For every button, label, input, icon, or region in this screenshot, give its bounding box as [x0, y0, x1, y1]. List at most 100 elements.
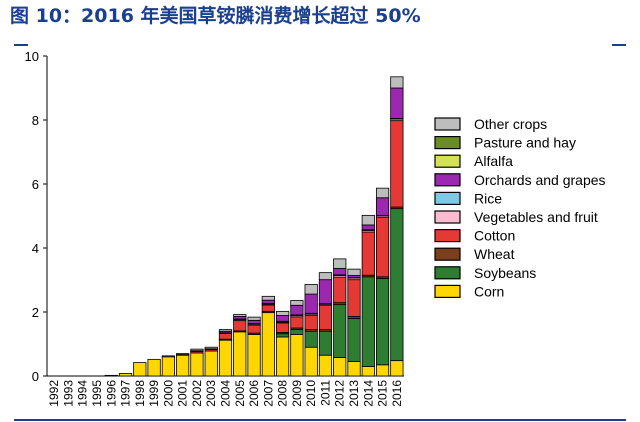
x-tick-label: 2010: [304, 380, 318, 407]
x-tick-label: 2016: [390, 380, 404, 407]
bar-segment: [190, 352, 204, 377]
legend-label: Pasture and hay: [474, 135, 576, 151]
bar-segment: [375, 187, 390, 199]
legend-swatch: [434, 191, 461, 205]
bar-segment: [318, 279, 333, 305]
bar-segment: [390, 76, 404, 89]
bar-segment: [304, 284, 318, 295]
y-tick-label: 4: [32, 241, 39, 256]
bar-segment: [375, 217, 390, 278]
bar-segment: [318, 330, 333, 356]
legend-label: Orchards and grapes: [474, 172, 606, 188]
x-tick-label: 2012: [333, 380, 347, 407]
bar-segment: [361, 224, 375, 231]
x-tick-label: 2004: [219, 380, 233, 407]
bar-segment: [390, 87, 404, 119]
bar-segment: [318, 354, 333, 377]
x-tick-label: 2001: [176, 380, 190, 407]
bar-segment: [375, 197, 390, 216]
bar-segment: [333, 304, 347, 358]
legend-swatch: [434, 136, 461, 150]
bar-segment: [347, 361, 361, 377]
bar-segment: [375, 277, 390, 366]
legend-swatch: [434, 247, 461, 261]
bar-segment: [247, 333, 261, 377]
legend-swatch: [434, 266, 461, 280]
bar-segment: [361, 276, 375, 367]
bar-segment: [218, 329, 233, 332]
x-tick-label: 2007: [261, 380, 275, 407]
legend: Other crops Pasture and hay Alfalfa Orchard…: [434, 116, 606, 299]
bar-segment: [276, 322, 290, 333]
y-axis-ticks: 0 2 4 6 8 10: [25, 49, 47, 384]
bar-segment: [276, 336, 290, 377]
x-tick-label: 1995: [90, 380, 104, 407]
bar-segment: [333, 357, 347, 377]
x-tick-label: 2013: [347, 380, 361, 407]
legend-label: Soybeans: [474, 265, 536, 281]
bar-segment: [276, 310, 290, 316]
legend-label: Vegetables and fruit: [474, 209, 598, 225]
bar-segment: [375, 364, 390, 377]
footer-rule: [14, 419, 626, 421]
bar-segment: [333, 268, 347, 276]
bar-segment: [276, 333, 290, 338]
x-tick-label: 1992: [47, 380, 61, 407]
bar-segment: [161, 355, 175, 358]
legend-label: Rice: [474, 190, 502, 206]
bar-segment: [347, 268, 361, 276]
y-tick-label: 8: [32, 113, 39, 128]
bar-segment: [390, 120, 404, 208]
bar-segment: [390, 208, 404, 362]
bar-segment: [218, 333, 233, 340]
bar-segment: [261, 312, 275, 377]
legend-label: Alfalfa: [474, 153, 513, 169]
bar-segment: [247, 324, 261, 334]
bar-segment: [176, 354, 190, 377]
bar-segment: [261, 295, 275, 301]
bar-segment: [390, 360, 404, 377]
bar-segment: [318, 272, 333, 281]
bar-segment: [247, 316, 261, 321]
bar-segment: [261, 299, 275, 304]
bar-segment: [290, 316, 304, 329]
bar-segment: [347, 317, 361, 362]
bar-segment: [204, 350, 218, 377]
bar-segment: [218, 339, 233, 377]
x-tick-label: 1999: [147, 380, 161, 407]
bar-segment: [290, 304, 304, 316]
bar-segment: [333, 258, 347, 269]
x-tick-label: 2000: [161, 380, 175, 407]
x-tick-label: 2009: [290, 380, 304, 407]
y-tick-label: 6: [32, 177, 39, 192]
bar-segment: [304, 330, 318, 348]
bar-segment: [333, 276, 347, 304]
bar-segment: [247, 319, 261, 324]
x-tick-label: 2005: [233, 380, 247, 407]
x-tick-label: 2006: [247, 380, 261, 407]
x-tick-label: 2008: [276, 380, 290, 407]
x-tick-label: 2015: [376, 380, 390, 407]
x-tick-label: 1993: [61, 380, 75, 407]
bar-segment: [318, 305, 333, 331]
x-tick-label: 1997: [119, 380, 133, 407]
header-rule-right: [612, 44, 626, 46]
x-tick-label: 2003: [204, 380, 218, 407]
bar-segment: [233, 331, 247, 377]
x-tick-label: 1996: [104, 380, 118, 407]
legend-label: Cotton: [474, 228, 515, 244]
bar-segment: [304, 293, 318, 314]
legend-swatch: [434, 117, 461, 131]
y-tick-label: 0: [32, 369, 39, 384]
bar-segment: [361, 231, 375, 276]
bar-segment: [304, 346, 318, 377]
bar-segment: [290, 300, 304, 306]
legend-label: Corn: [474, 283, 504, 299]
legend-swatch: [434, 229, 461, 243]
x-tick-label: 1994: [76, 380, 90, 407]
legend-swatch: [434, 154, 461, 168]
bar-segment: [361, 365, 375, 377]
bar-segment: [133, 362, 147, 377]
x-tick-label: 2014: [361, 380, 375, 407]
